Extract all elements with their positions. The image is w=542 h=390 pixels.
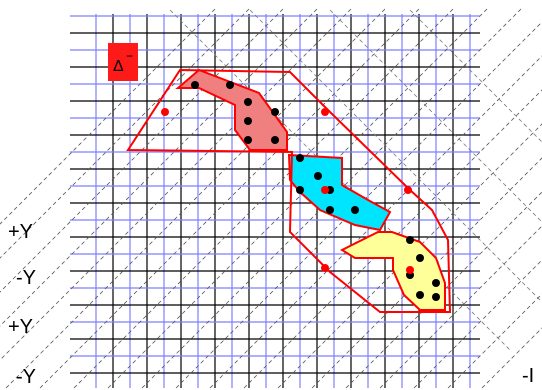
diagonal-down-line	[249, 9, 542, 303]
diagonal-up-line	[107, 7, 489, 389]
diagonal-up-line	[0, 7, 217, 225]
yellow-region	[339, 231, 446, 311]
edge-label: -I	[522, 365, 534, 387]
diagonal-up-line	[209, 55, 542, 389]
diagonal-up-line	[277, 123, 542, 389]
diagonal-down-line	[329, 9, 542, 223]
row-label-3: +Y	[8, 316, 33, 338]
diagonal-up-line	[0, 7, 285, 293]
vertex-red	[321, 108, 329, 116]
vertex-black	[432, 279, 440, 287]
vertex-black	[351, 206, 359, 214]
diagonal-up-line	[413, 259, 542, 389]
row-label-1: +Y	[8, 221, 33, 243]
diagonal-up-line	[39, 7, 421, 389]
diagonal-lines	[0, 7, 542, 389]
vertex-black	[416, 291, 424, 299]
diagonal-up-line	[0, 7, 353, 361]
vertex-black	[226, 81, 234, 89]
delta-minus-badge: Δ −	[108, 43, 138, 81]
diagonal-up-line	[73, 7, 455, 389]
vertex-black	[416, 254, 424, 262]
vertex-black	[244, 136, 252, 144]
vertex-red	[406, 266, 414, 274]
diagonal-up-line	[311, 157, 542, 389]
diagonal-up-line	[243, 89, 542, 389]
outer-outline	[126, 68, 452, 313]
vertex-black	[244, 98, 252, 106]
diagonal-down-line	[409, 9, 542, 143]
vertex-black	[406, 236, 414, 244]
row-label-2: -Y	[16, 267, 36, 289]
vertex-red	[161, 108, 169, 116]
vertex-black	[326, 206, 334, 214]
badge-text: Δ	[113, 58, 124, 75]
diagonal-up-line	[0, 7, 319, 327]
vertex-red	[404, 186, 412, 194]
vertex-red	[321, 186, 329, 194]
row-label-4: -Y	[16, 366, 36, 388]
vertex-black	[296, 154, 304, 162]
cyan-region	[287, 153, 392, 232]
badge-superscript: −	[126, 49, 133, 63]
vertex-black	[432, 293, 440, 301]
vertex-black	[271, 108, 279, 116]
diagonal-up-line	[447, 293, 542, 389]
vertex-black	[244, 117, 252, 125]
vertex-black	[296, 186, 304, 194]
vertex-red	[321, 264, 329, 272]
vertex-black	[191, 81, 199, 89]
diagonal-up-line	[379, 225, 542, 389]
diagonal-up-line	[345, 191, 542, 389]
diagonal-up-line	[0, 7, 251, 259]
lattice-vertices	[161, 81, 440, 301]
vertex-black	[314, 172, 322, 180]
vertex-black	[271, 136, 279, 144]
diagonal-up-line	[5, 7, 387, 389]
